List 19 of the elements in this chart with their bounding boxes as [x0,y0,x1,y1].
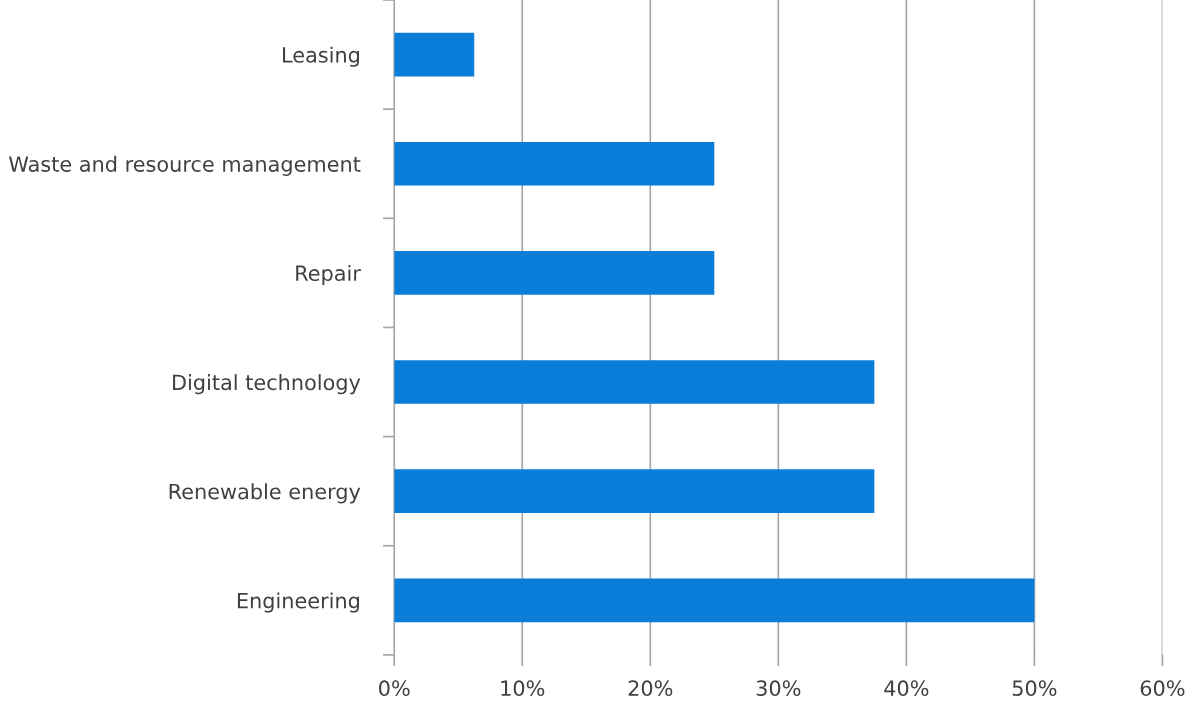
x-tick-label: 40% [884,680,929,697]
bar [394,578,1035,623]
y-tick-label: Renewable energy [169,483,361,504]
y-tick-label: Waste and resource management [9,155,361,176]
x-tick-label: 50% [1012,680,1057,697]
x-tick-label: 20% [628,680,673,697]
bar [394,32,475,77]
bar [394,469,875,513]
y-tick-label: Repair [296,264,361,286]
y-tick-label: Engineering [237,592,359,613]
x-tick-label: 0% [379,680,410,697]
y-tick-label: Leasing [283,46,359,67]
y-tick-label: Digital technology [173,374,361,395]
bar [394,360,875,404]
x-tick-label: 30% [756,680,801,697]
x-tick-label: 10% [501,680,545,697]
bar [394,251,715,295]
x-tick-label: 60% [1140,680,1185,697]
bar [394,141,715,186]
